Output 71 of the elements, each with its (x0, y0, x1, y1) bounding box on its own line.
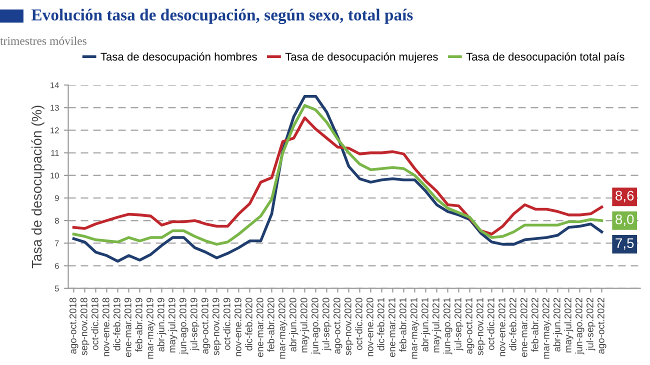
x-tick-label: may-jul.2020 (300, 298, 310, 352)
x-tick-label: sep-nov.2018 (80, 298, 90, 356)
y-tick-label: 7 (55, 240, 59, 246)
y-tick-label: 9 (54, 195, 59, 202)
x-tick-label: nov-ene.2021 (498, 298, 506, 356)
x-tick-label: oct-dic.2020 (355, 298, 362, 350)
y-tick-label: 8 (54, 218, 59, 224)
x-tick-label: nov-ene.2019 (234, 298, 242, 356)
line-series (72, 116, 604, 236)
x-tick-label: ago-oct.2021 (465, 298, 474, 354)
y-tick-label: 5 (54, 286, 59, 292)
x-tick-label: jul-sep.2020 (322, 298, 332, 351)
legend-label: Tasa de desocupación mujeres (285, 52, 438, 63)
y-tick-label: 13 (50, 104, 59, 111)
data-label: 7,5 (616, 238, 634, 250)
x-tick-label: oct-dic.2018 (91, 298, 98, 350)
x-tick-label: ago-oct.2020 (333, 298, 342, 354)
x-tick-label: ene-mar.2019 (124, 298, 132, 357)
x-tick-label: jul-sep.2021 (454, 298, 464, 351)
x-tick-label: jun-ago.2021 (443, 298, 452, 354)
x-tick-label: oct-dic.2019 (223, 298, 230, 350)
x-tick-label: jun-ago.2022 (575, 298, 584, 354)
x-tick-label: dic-feb.2022 (509, 298, 516, 350)
x-tick-label: dic-feb.2019 (113, 298, 120, 350)
chart-title: Evolución tasa de desocupación, según sexo, total país (31, 8, 413, 24)
data-label: 8,0 (616, 214, 634, 226)
y-axis-title: Tasa de desocupación (%) (31, 106, 44, 268)
x-tick-label: feb-abr.2022 (531, 298, 538, 352)
x-tick-label: may-jul.2022 (564, 298, 574, 352)
y-tick-label: 6 (55, 262, 59, 269)
x-tick-label: ene-mar.2021 (388, 298, 396, 357)
x-tick-label: mar-may.2020 (278, 298, 288, 359)
x-tick-label: ene-mar.2020 (256, 298, 264, 357)
x-tick-label: oct-dic.2021 (487, 298, 494, 350)
x-tick-label: feb-abr.2021 (399, 298, 406, 352)
x-tick-label: feb-abr.2020 (267, 298, 274, 352)
x-tick-label: feb-abr.2019 (135, 298, 142, 352)
x-tick-label: abr-jun.2021 (421, 298, 430, 352)
line-series (72, 104, 604, 246)
x-tick-label: may-jul.2019 (168, 298, 178, 352)
x-tick-label: ago-oct.2019 (201, 298, 210, 354)
x-tick-label: jun-ago.2019 (179, 298, 188, 354)
x-tick-label: jul-sep.2022 (586, 298, 596, 351)
x-tick-label: sep-nov.2021 (476, 298, 486, 356)
x-tick-label: may-jul.2021 (432, 298, 442, 352)
x-tick-label: mar-may.2021 (410, 298, 420, 359)
x-tick-label: mar-may.2019 (146, 298, 156, 359)
x-tick-label: abr-jun.2019 (157, 298, 166, 352)
x-tick-label: jul-sep.2019 (190, 298, 200, 351)
x-tick-label: dic-feb.2020 (245, 298, 252, 350)
x-tick-label: mar-may.2022 (542, 298, 552, 359)
y-tick-label: 11 (51, 150, 59, 156)
legend-label: Tasa de desocupación hombres (100, 52, 257, 63)
legend-label: Tasa de desocupación total país (466, 52, 624, 63)
chart-subtitle: trimestres móviles (0, 36, 86, 45)
x-tick-label: nov-ene.2018 (102, 298, 110, 356)
x-tick-label: abr-jun.2020 (289, 298, 298, 352)
x-tick-label: abr-jun.2022 (553, 298, 562, 352)
data-label: 8,6 (616, 190, 634, 202)
x-tick-label: ene-mar.2022 (520, 298, 528, 357)
y-tick-label: 10 (50, 172, 59, 179)
x-tick-label: ago-oct.2018 (69, 298, 78, 354)
y-tick-label: 12 (50, 127, 59, 134)
x-tick-label: dic-feb.2021 (377, 298, 384, 350)
x-tick-label: sep-nov.2019 (212, 298, 222, 356)
x-tick-label: ago-oct.2022 (597, 298, 606, 354)
y-tick-label: 14 (50, 82, 59, 88)
x-tick-label: jun-ago.2020 (311, 298, 320, 354)
x-tick-label: nov-ene.2020 (366, 298, 374, 356)
x-tick-label: sep-nov.2020 (344, 298, 354, 356)
line-series (72, 94, 604, 263)
